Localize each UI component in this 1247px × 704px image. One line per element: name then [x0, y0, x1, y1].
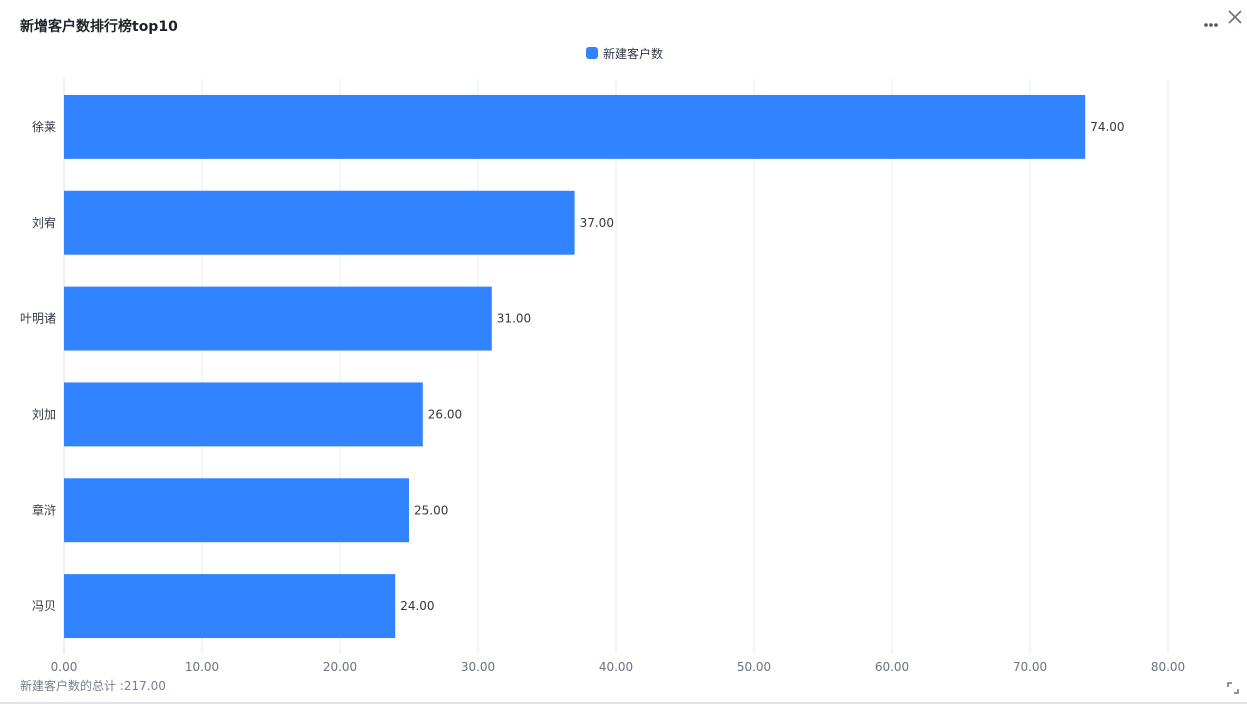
x-tick-label: 10.00 — [185, 660, 219, 674]
bar — [64, 190, 575, 255]
chart-legend[interactable]: 新建客户数 — [586, 44, 663, 62]
close-icon[interactable] — [1226, 8, 1244, 26]
legend-label: 新建客户数 — [603, 46, 664, 61]
y-category-label: 徐莱 — [32, 119, 56, 134]
more-icon[interactable] — [1202, 16, 1220, 30]
bar — [64, 286, 492, 351]
x-tick-label: 50.00 — [737, 660, 771, 674]
x-tick-label: 0.00 — [51, 660, 78, 674]
y-category-label: 叶明诸 — [20, 312, 56, 326]
x-tick-label: 40.00 — [599, 660, 633, 674]
bar-value-label: 26.00 — [428, 407, 462, 421]
x-tick-label: 70.00 — [1013, 660, 1047, 674]
panel-title: 新增客户数排行榜top10 — [20, 19, 178, 35]
bar-value-label: 24.00 — [400, 599, 434, 613]
bar-value-label: 25.00 — [414, 503, 448, 517]
x-tick-label: 80.00 — [1151, 660, 1185, 674]
legend-swatch — [586, 47, 598, 59]
y-category-label: 刘宥 — [32, 215, 56, 230]
x-tick-label: 30.00 — [461, 660, 495, 674]
bar — [64, 382, 423, 447]
y-category-label: 刘加 — [32, 407, 56, 421]
expand-icon[interactable] — [1226, 680, 1240, 694]
y-category-label: 冯贝 — [32, 599, 56, 613]
x-tick-label: 60.00 — [875, 660, 909, 674]
bar-value-label: 74.00 — [1090, 120, 1124, 134]
bar — [64, 94, 1086, 159]
bar-value-label: 31.00 — [497, 312, 531, 326]
bar-value-label: 37.00 — [580, 216, 614, 230]
x-tick-label: 20.00 — [323, 660, 357, 674]
y-category-label: 章浒 — [32, 502, 56, 517]
total-summary: 新建客户数的总计 :217.00 — [20, 679, 166, 693]
bar — [64, 574, 396, 639]
bar — [64, 478, 409, 543]
